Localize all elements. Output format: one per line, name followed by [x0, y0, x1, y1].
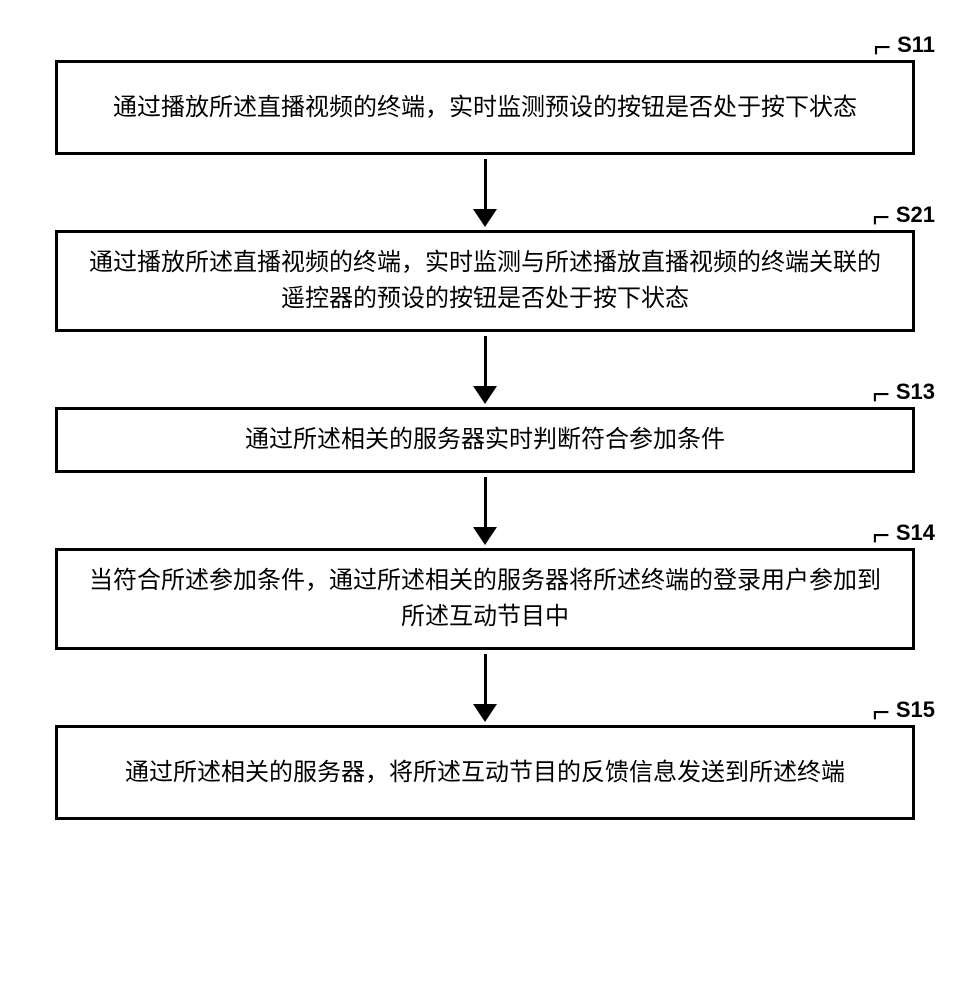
step-label-s13: ⌐ S13	[872, 379, 935, 405]
arrow-2	[473, 332, 497, 407]
step-text: 通过播放所述直播视频的终端，实时监测预设的按钮是否处于按下状态	[113, 90, 857, 126]
arrow-head-icon	[473, 704, 497, 722]
flowchart-container: ⌐ S11 通过播放所述直播视频的终端，实时监测预设的按钮是否处于按下状态 ⌐ …	[40, 30, 930, 820]
label-text: S13	[896, 379, 935, 405]
step-text: 通过所述相关的服务器实时判断符合参加条件	[245, 422, 725, 458]
arrow-line	[484, 159, 487, 209]
label-text: S21	[896, 202, 935, 228]
step-text: 通过播放所述直播视频的终端，实时监测与所述播放直播视频的终端关联的遥控器的预设的…	[78, 245, 892, 317]
step-s14: ⌐ S14 当符合所述参加条件，通过所述相关的服务器将所述终端的登录用户参加到所…	[40, 548, 930, 650]
arrow-line	[484, 477, 487, 527]
arrow-head-icon	[473, 209, 497, 227]
step-label-s21: ⌐ S21	[872, 202, 935, 228]
step-label-s14: ⌐ S14	[872, 520, 935, 546]
step-box-s11: 通过播放所述直播视频的终端，实时监测预设的按钮是否处于按下状态	[55, 60, 915, 155]
bracket-icon: ⌐	[872, 701, 890, 725]
step-text: 当符合所述参加条件，通过所述相关的服务器将所述终端的登录用户参加到所述互动节目中	[78, 563, 892, 635]
arrow-1	[473, 155, 497, 230]
label-text: S15	[896, 697, 935, 723]
arrow-line	[484, 336, 487, 386]
step-box-s15: 通过所述相关的服务器，将所述互动节目的反馈信息发送到所述终端	[55, 725, 915, 820]
label-text: S14	[896, 520, 935, 546]
step-s15: ⌐ S15 通过所述相关的服务器，将所述互动节目的反馈信息发送到所述终端	[40, 725, 930, 820]
arrow-line	[484, 654, 487, 704]
step-s13: ⌐ S13 通过所述相关的服务器实时判断符合参加条件	[40, 407, 930, 473]
step-s21: ⌐ S21 通过播放所述直播视频的终端，实时监测与所述播放直播视频的终端关联的遥…	[40, 230, 930, 332]
arrow-head-icon	[473, 527, 497, 545]
step-box-s21: 通过播放所述直播视频的终端，实时监测与所述播放直播视频的终端关联的遥控器的预设的…	[55, 230, 915, 332]
step-label-s15: ⌐ S15	[872, 697, 935, 723]
bracket-icon: ⌐	[872, 206, 890, 230]
step-box-s13: 通过所述相关的服务器实时判断符合参加条件	[55, 407, 915, 473]
arrow-head-icon	[473, 386, 497, 404]
step-box-s14: 当符合所述参加条件，通过所述相关的服务器将所述终端的登录用户参加到所述互动节目中	[55, 548, 915, 650]
label-text: S11	[897, 32, 935, 58]
step-s11: ⌐ S11 通过播放所述直播视频的终端，实时监测预设的按钮是否处于按下状态	[40, 60, 930, 155]
bracket-icon: ⌐	[872, 524, 890, 548]
arrow-3	[473, 473, 497, 548]
arrow-4	[473, 650, 497, 725]
step-label-s11: ⌐ S11	[874, 32, 935, 58]
bracket-icon: ⌐	[872, 383, 890, 407]
bracket-icon: ⌐	[874, 36, 892, 60]
step-text: 通过所述相关的服务器，将所述互动节目的反馈信息发送到所述终端	[125, 755, 845, 791]
